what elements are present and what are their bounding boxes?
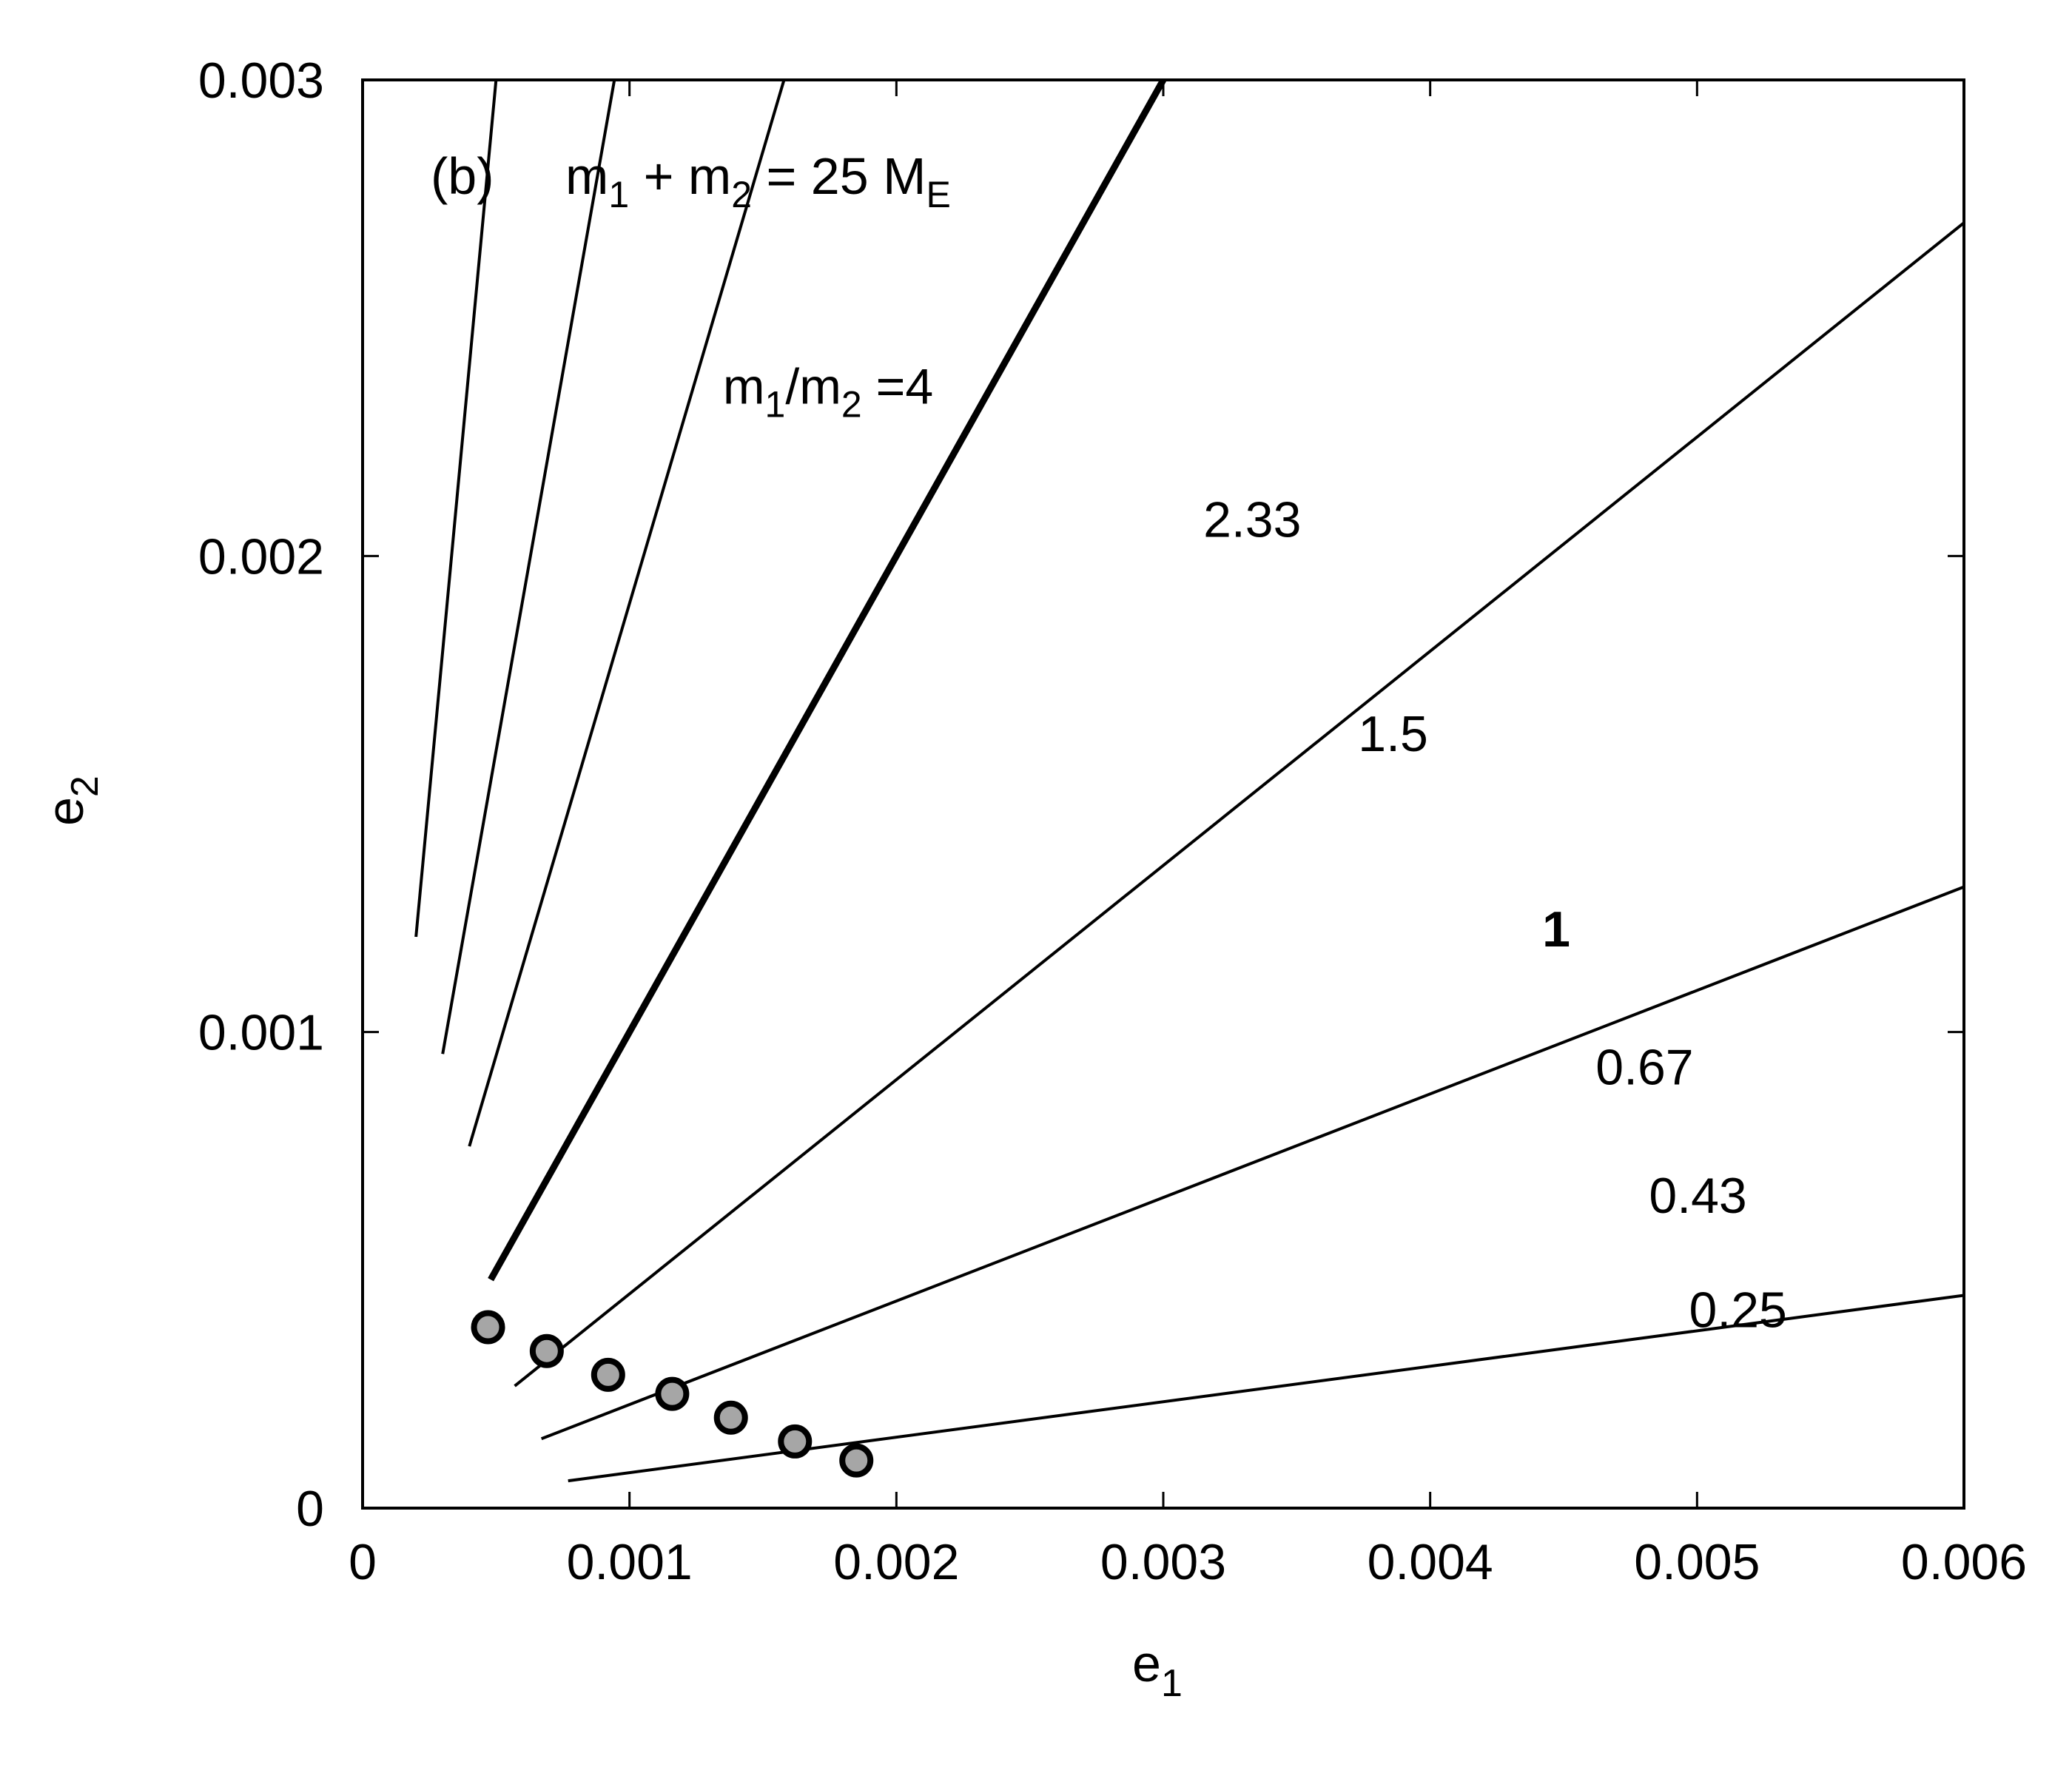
series-label-0.43: 0.43 xyxy=(1649,1168,1746,1224)
y-tick-label: 0.003 xyxy=(198,53,324,109)
y-axis-label-main: e xyxy=(36,797,94,826)
label-layer: 4 2.33 1.5 1 0.67 0.43 0.25 xyxy=(905,358,1787,1338)
series-label-1: 1 xyxy=(1542,901,1570,958)
x-tick-label: 0.001 xyxy=(567,1534,693,1590)
series-label-0.67: 0.67 xyxy=(1595,1039,1693,1095)
series-line-1 xyxy=(488,80,1166,1282)
x-tick-label: 0.006 xyxy=(1901,1534,2027,1590)
series-marker-4 xyxy=(471,1310,505,1345)
y-tick-label: 0.001 xyxy=(198,1005,324,1061)
x-tick-label: 0.003 xyxy=(1100,1534,1226,1590)
title-m1: m xyxy=(565,147,608,205)
x-axis-label-main: e xyxy=(1132,1635,1161,1692)
series-marker-0.25 xyxy=(839,1443,874,1478)
title-sub1: 1 xyxy=(608,174,629,215)
title-sub2: 2 xyxy=(731,174,752,215)
series-marker-0.43 xyxy=(778,1424,813,1459)
series-layer xyxy=(414,80,1964,1483)
x-axis-label-sub: 1 xyxy=(1161,1662,1183,1705)
panel-label: (b) xyxy=(431,147,494,205)
title-mid: + m xyxy=(629,147,731,205)
series-line-2.33 xyxy=(441,80,616,1054)
series-label-2.33: 2.33 xyxy=(1203,492,1301,548)
x-tick-label: 0.002 xyxy=(833,1534,959,1590)
y-axis-label-sub: 2 xyxy=(64,776,107,797)
tick-layer: 0 0.001 0.002 0.003 0.004 0.005 0.006 0 0.001 0.0… xyxy=(198,53,2027,1590)
title-sub3: E xyxy=(926,174,950,215)
series-line-1.5 xyxy=(468,80,786,1147)
y-axis-label: e2 xyxy=(36,776,107,826)
marker-layer xyxy=(471,1310,874,1478)
series-marker-0.67 xyxy=(713,1400,748,1435)
x-tick-label: 0 xyxy=(349,1534,377,1590)
series-line-0.43 xyxy=(540,885,1964,1441)
chart-title: m1 + m2 = 25 ME xyxy=(565,147,951,215)
x-axis-label: e1 xyxy=(1132,1635,1183,1705)
x-tick-label: 0.005 xyxy=(1634,1534,1760,1590)
series-marker-1.5 xyxy=(591,1357,625,1392)
x-tick-label: 0.004 xyxy=(1368,1534,1493,1590)
series-line-0.67 xyxy=(514,221,1964,1388)
series-line-4 xyxy=(414,80,498,938)
y-tick-label: 0.002 xyxy=(198,528,324,585)
series-label-prefix: m1/m2 = xyxy=(723,358,905,425)
prefix-sub2: 2 xyxy=(841,383,862,425)
prefix-sub1: 1 xyxy=(765,383,786,425)
series-label-4: 4 xyxy=(905,358,933,414)
prefix-mid: /m xyxy=(785,358,841,414)
series-marker-1 xyxy=(655,1376,690,1411)
title-rest: = 25 M xyxy=(752,147,926,205)
prefix-rest: = xyxy=(862,358,906,414)
series-label-1.5: 1.5 xyxy=(1358,706,1428,762)
series-label-0.25: 0.25 xyxy=(1689,1282,1787,1339)
y-tick-label: 0 xyxy=(296,1481,324,1537)
prefix-m1: m xyxy=(723,358,765,414)
series-marker-2.33 xyxy=(529,1333,564,1368)
